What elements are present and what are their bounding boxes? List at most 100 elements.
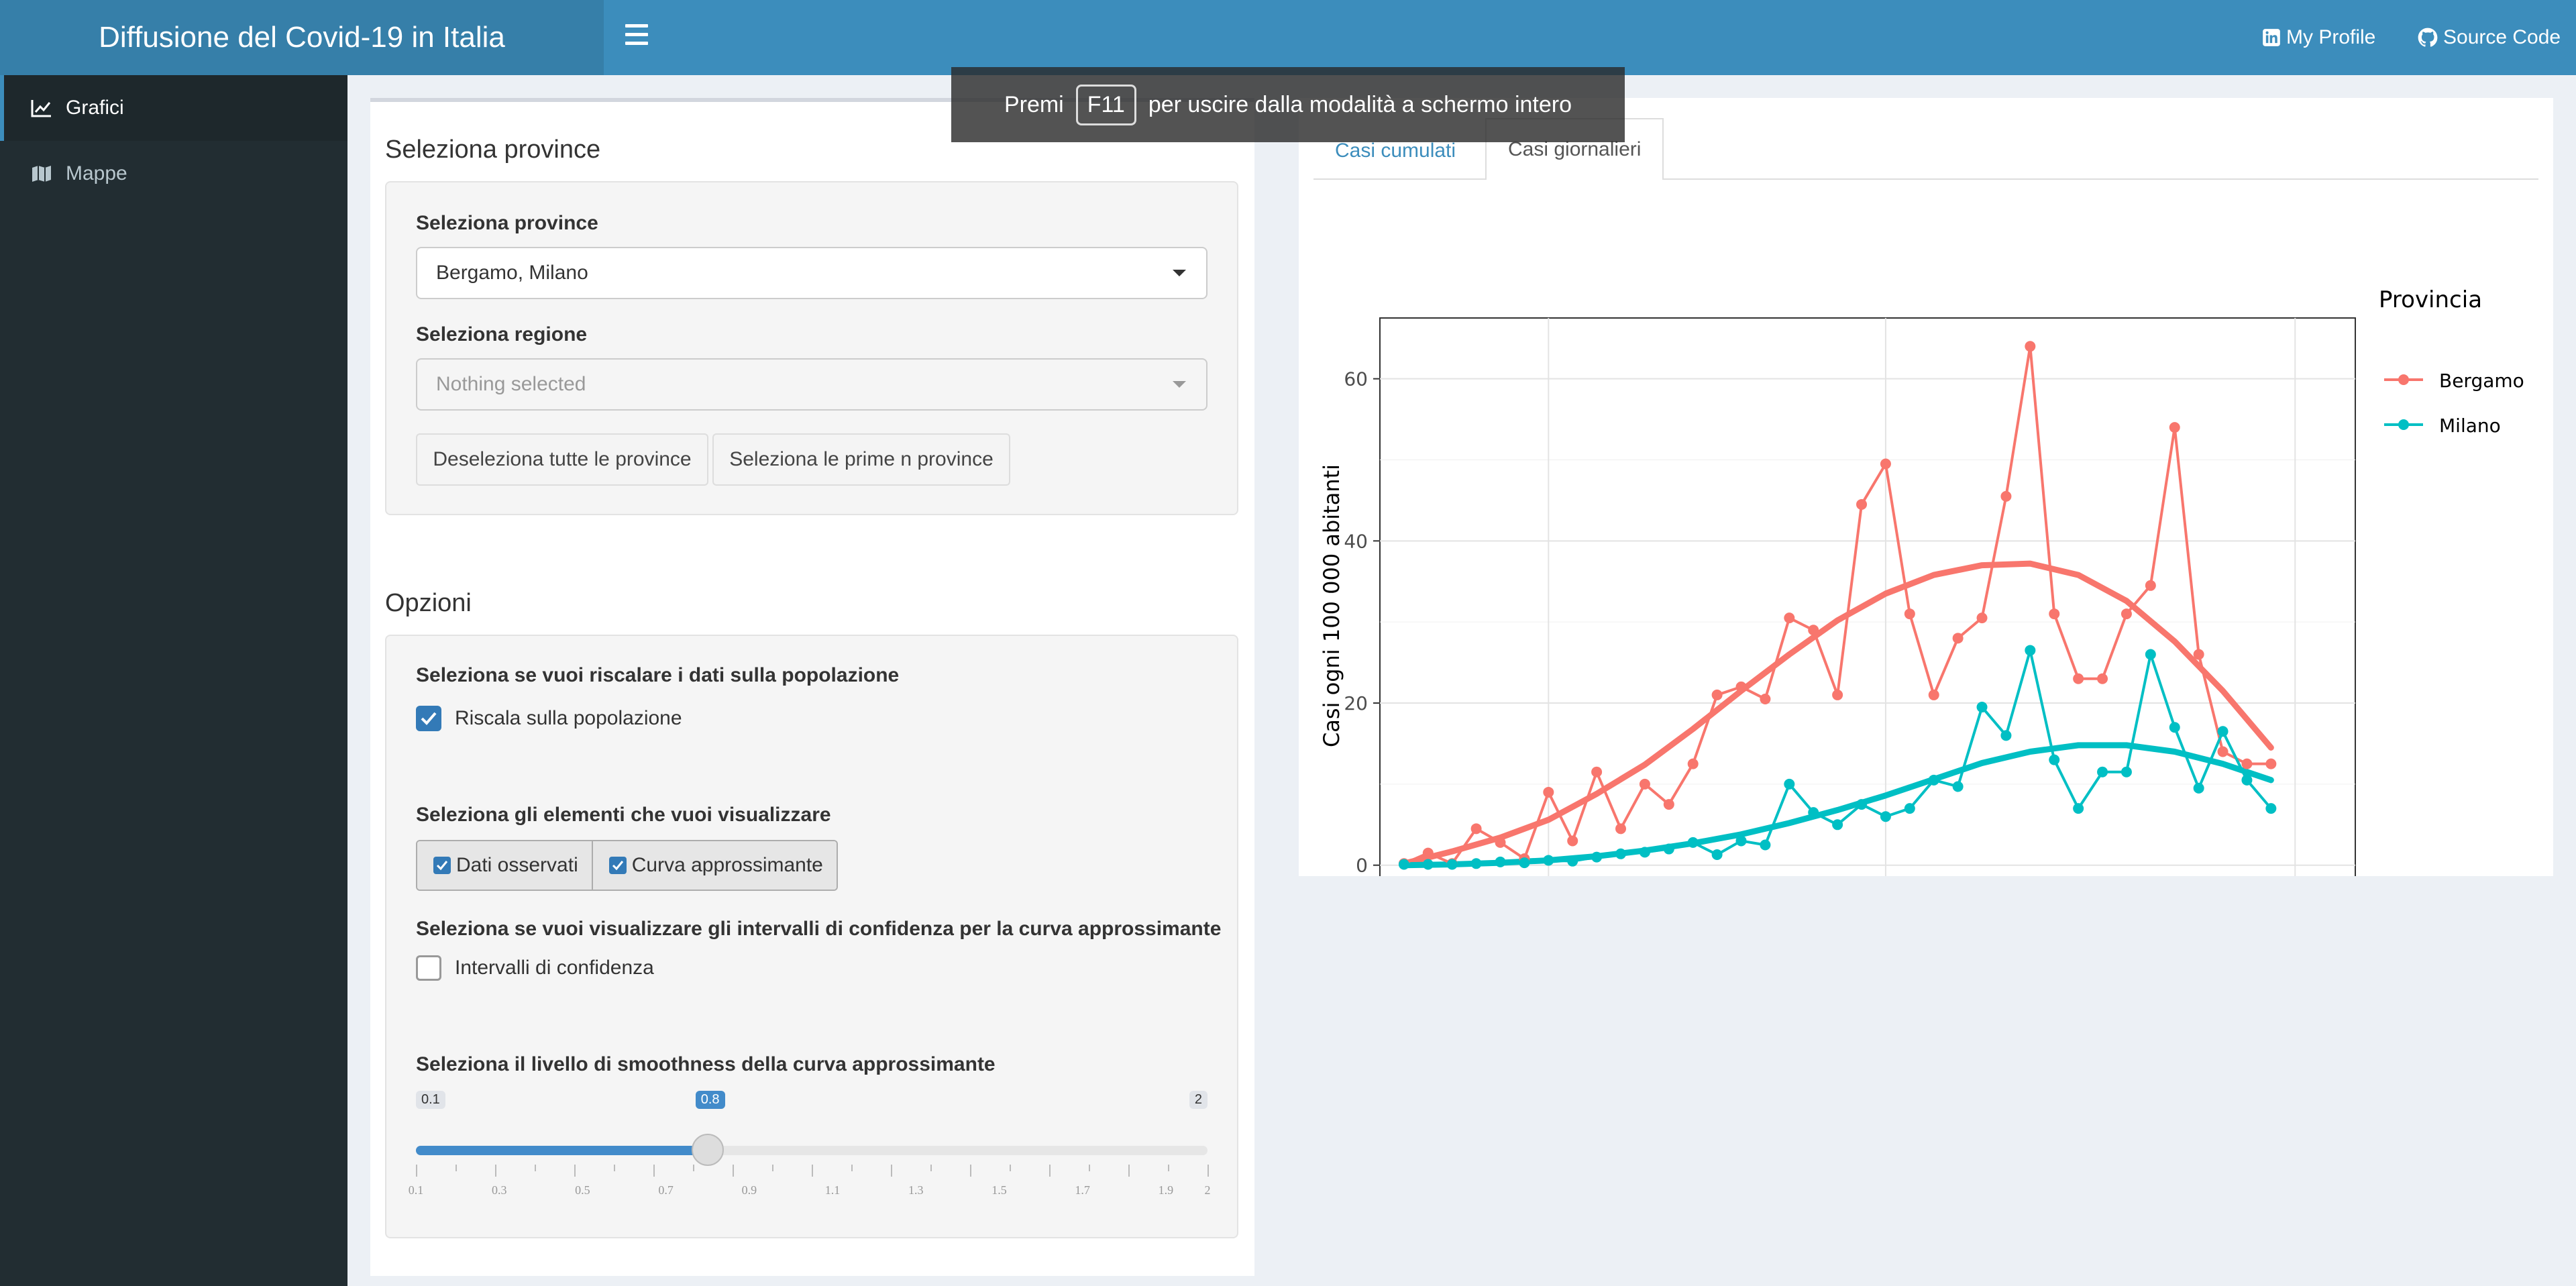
legend-marker-bergamo	[2398, 374, 2409, 385]
sidebar-item-grafici[interactable]: Grafici	[0, 75, 347, 141]
data-point-milano	[1832, 819, 1843, 830]
data-point-bergamo	[1760, 693, 1771, 704]
data-point-milano	[2241, 774, 2253, 786]
data-point-bergamo	[1711, 689, 1723, 700]
data-point-bergamo	[1470, 823, 1482, 835]
data-point-milano	[2145, 649, 2156, 660]
data-point-milano	[2193, 782, 2204, 794]
slider-tick-label: 0.5	[575, 1183, 590, 1197]
elements-checkbox-group: Dati osservati Curva approssimante	[416, 840, 838, 891]
slider-filled-bar	[416, 1146, 708, 1155]
slider-tick-label: 0.1	[408, 1183, 424, 1197]
select-first-n-provinces-button[interactable]: Seleziona le prime n province	[712, 433, 1010, 486]
my-profile-link[interactable]: My Profile	[2262, 0, 2375, 75]
data-point-bergamo	[1856, 498, 1868, 510]
data-point-bergamo	[2145, 580, 2156, 591]
slider-tick	[1049, 1165, 1051, 1177]
data-point-milano	[1446, 859, 1458, 870]
slider-tick	[535, 1165, 536, 1171]
data-point-milano	[1615, 848, 1627, 859]
sidebar-item-label: Grafici	[66, 97, 124, 119]
slider-tick-label: 2	[1204, 1183, 1211, 1197]
deselect-all-provinces-button[interactable]: Deseleziona tutte le province	[416, 433, 708, 486]
data-point-bergamo	[1952, 633, 1964, 644]
grid-lines	[1380, 318, 2355, 876]
data-point-milano	[1470, 858, 1482, 869]
slider-tick	[495, 1165, 496, 1177]
data-point-bergamo	[1495, 837, 1506, 848]
chart-box: Casi cumulati Casi giornalieri 0204060ma…	[1299, 98, 2553, 876]
data-point-milano	[1495, 856, 1506, 867]
f11-key: F11	[1075, 84, 1136, 125]
data-point-bergamo	[1687, 758, 1699, 769]
fitted-curve-label: Curva approssimante	[631, 854, 823, 876]
elements-label: Seleziona gli elementi che vuoi visualiz…	[416, 804, 831, 826]
checkbox-checked-icon	[416, 706, 441, 731]
slider-tick-label: 1.3	[908, 1183, 924, 1197]
confidence-interval-checkbox[interactable]: Intervalli di confidenza	[416, 955, 654, 981]
slider-tick	[455, 1165, 457, 1171]
data-point-bergamo	[2121, 608, 2132, 620]
slider-tick-label: 1.7	[1075, 1183, 1090, 1197]
options-well: Seleziona se vuoi riscalare i dati sulla…	[385, 635, 1238, 1238]
data-point-bergamo	[1543, 786, 1554, 798]
slider-tick	[1128, 1165, 1130, 1177]
data-point-milano	[2073, 803, 2084, 814]
data-point-bergamo	[2265, 758, 2277, 769]
slider-tick-label: 0.9	[741, 1183, 757, 1197]
slider-tick	[812, 1165, 813, 1177]
rescale-checkbox-label: Riscala sulla popolazione	[455, 707, 682, 729]
my-profile-label: My Profile	[2286, 26, 2376, 48]
fullscreen-notice-suffix: per uscire dalla modalità a schermo inte…	[1148, 91, 1572, 117]
province-well: Seleziona province Bergamo, Milano Selez…	[385, 181, 1238, 515]
slider-tick	[1168, 1165, 1169, 1171]
sidebar-item-label: Mappe	[66, 162, 127, 184]
legend: Bergamo Milano	[2384, 370, 2524, 437]
data-point-bergamo	[1928, 689, 1939, 700]
smoothness-slider[interactable]: 0.1 2 0.8 0.1 0.3 0.5 0.7 0.9 1.1 1.3 1.5 1.7 1.9…	[409, 1085, 1211, 1220]
slider-tick	[693, 1165, 694, 1171]
region-select[interactable]: Nothing selected	[416, 358, 1208, 411]
rescale-checkbox[interactable]: Riscala sulla popolazione	[416, 706, 682, 731]
observed-data-option[interactable]: Dati osservati	[417, 841, 592, 890]
slider-tick-label: 0.3	[491, 1183, 507, 1197]
data-point-milano	[1904, 803, 1915, 814]
data-point-bergamo	[1615, 823, 1627, 835]
slider-tick	[1010, 1165, 1011, 1171]
data-point-milano	[2025, 645, 2036, 656]
sidebar-item-mappe[interactable]: Mappe	[0, 141, 347, 207]
slider-tick	[851, 1165, 853, 1171]
y-tick-label: 0	[1356, 855, 1368, 876]
data-point-bergamo	[2073, 673, 2084, 684]
app-title[interactable]: Diffusione del Covid-19 in Italia	[0, 0, 604, 75]
data-point-milano	[1422, 859, 1434, 870]
slider-max-label: 2	[1189, 1091, 1208, 1109]
github-icon	[2418, 28, 2438, 47]
daily-cases-chart: 0204060mar 01mar 15apr 01 data Casi ogni…	[1319, 286, 2524, 876]
province-select-value: Bergamo, Milano	[436, 262, 588, 284]
map-icon	[32, 166, 51, 182]
slider-tick-label: 1.1	[824, 1183, 841, 1197]
slider-tick-label: 1.5	[991, 1183, 1007, 1197]
data-point-milano	[1735, 835, 1747, 847]
fitted-curve-option[interactable]: Curva approssimante	[591, 841, 837, 890]
source-code-link[interactable]: Source Code	[2418, 0, 2561, 75]
tab-cumulative-cases[interactable]: Casi cumulati	[1335, 140, 1456, 162]
data-point-milano	[2169, 722, 2180, 733]
data-point-milano	[1976, 702, 1988, 713]
province-select[interactable]: Bergamo, Milano	[416, 247, 1208, 299]
checkbox-checked-icon	[608, 857, 627, 874]
controls-box: Seleziona province Seleziona province Be…	[370, 98, 1254, 1276]
data-point-bergamo	[1591, 766, 1603, 778]
province-section-title: Seleziona province	[385, 136, 601, 164]
observed-points	[1398, 341, 2277, 870]
data-point-milano	[1856, 799, 1868, 810]
data-point-bergamo	[2193, 649, 2204, 660]
slider-handle[interactable]	[691, 1134, 724, 1166]
sidebar-toggle-icon[interactable]	[625, 24, 648, 51]
province-select-label: Seleziona province	[416, 212, 598, 234]
data-point-bergamo	[2169, 422, 2180, 433]
data-point-milano	[2000, 730, 2012, 741]
data-point-milano	[2121, 766, 2132, 778]
data-point-bergamo	[1904, 608, 1915, 620]
